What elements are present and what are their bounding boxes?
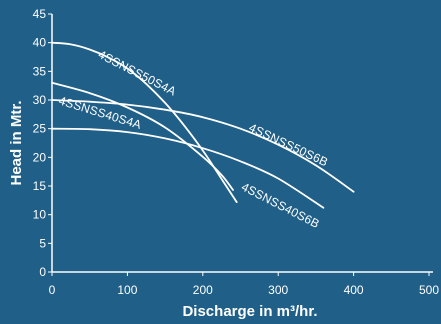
y-tick-label: 35: [33, 64, 47, 78]
x-tick-label: 100: [117, 283, 137, 297]
series-line-4ssnss40s6b: [51, 127, 325, 209]
x-tick-label: 200: [193, 283, 213, 297]
y-tick-label: 20: [33, 150, 47, 164]
y-tick-label: 0: [39, 265, 46, 279]
series-lines: [51, 41, 355, 209]
y-axis-label: Head in Mtr.: [8, 100, 25, 185]
tick-labels: 0 5 10 15 20 25 30 35 40 45 0 100 200 300 400 500: [33, 7, 440, 297]
x-tick-label: 0: [49, 283, 56, 297]
y-tick-label: 15: [33, 179, 47, 193]
y-tick-label: 5: [39, 236, 46, 250]
x-tick-label: 500: [419, 283, 439, 297]
x-axis-label: Discharge in m³/hr.: [182, 303, 317, 320]
series-line-4ssnss50s6b: [51, 99, 355, 193]
y-tick-label: 45: [33, 7, 47, 21]
y-tick-label: 10: [33, 208, 47, 222]
series-line-4ssnss40s4a: [51, 81, 234, 191]
axes: [48, 13, 433, 276]
series-line-4ssnss50s4a: [51, 41, 238, 203]
y-tick-label: 30: [33, 93, 47, 107]
y-tick-label: 40: [33, 36, 47, 50]
x-tick-label: 300: [268, 283, 288, 297]
y-tick-label: 25: [33, 122, 47, 136]
x-tick-label: 400: [344, 283, 364, 297]
